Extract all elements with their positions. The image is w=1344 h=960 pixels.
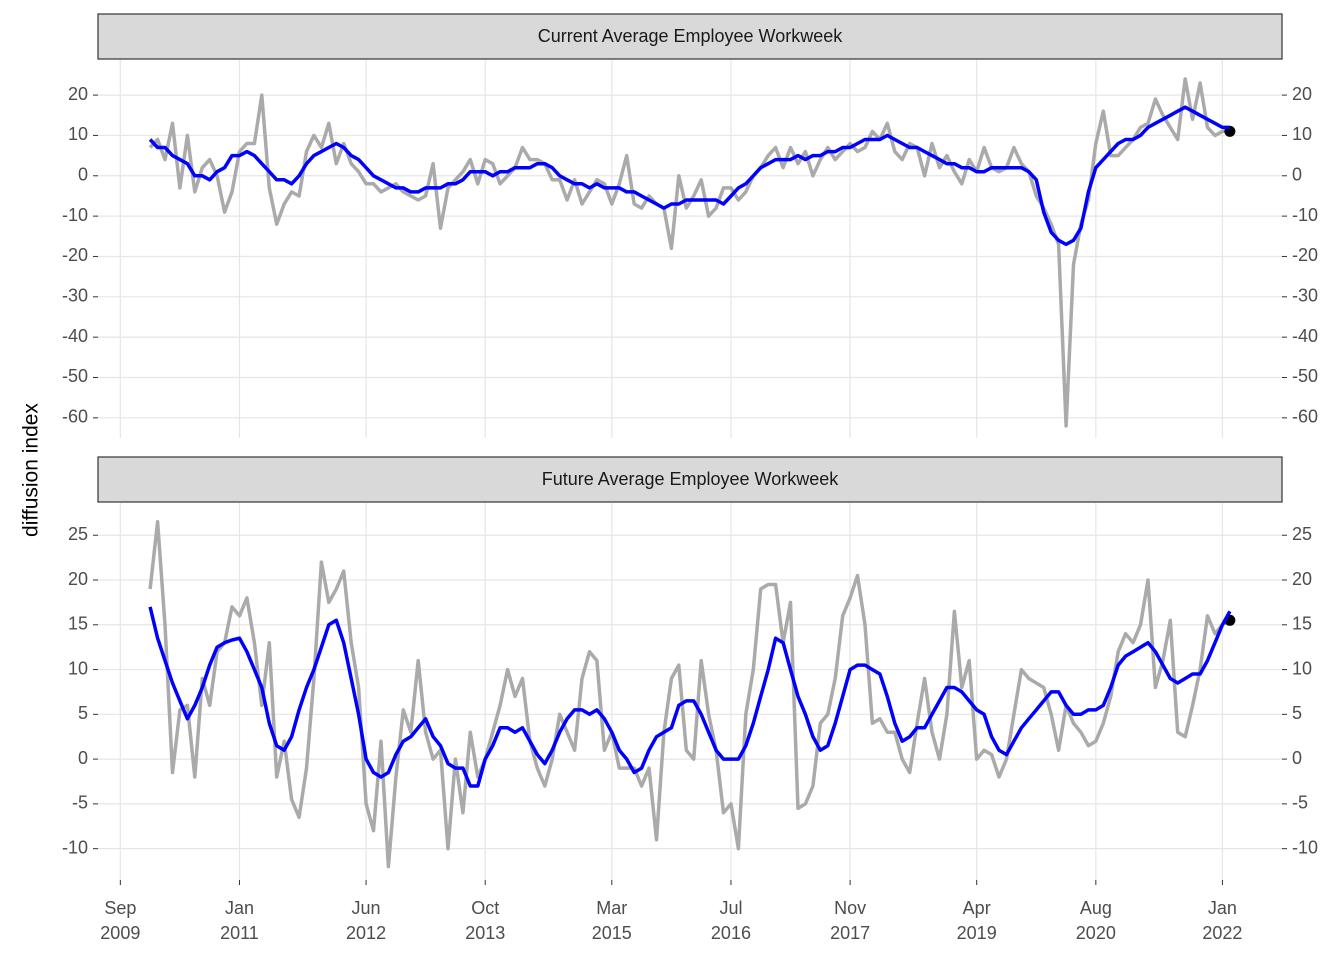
y2-tick-label: 5 <box>1292 703 1302 723</box>
strip-title: Future Average Employee Workweek <box>542 469 839 489</box>
x-tick-label: Apr 2019 <box>956 898 997 943</box>
y2-tick-label: -50 <box>1292 366 1318 386</box>
x-tick-label: Oct 2013 <box>465 898 506 943</box>
y2-tick-label: 0 <box>1292 165 1302 185</box>
y-tick-label: 0 <box>78 748 88 768</box>
y2-tick-label: 20 <box>1292 84 1312 104</box>
y-tick-label: 20 <box>68 84 88 104</box>
y-tick-label: -40 <box>62 326 88 346</box>
y2-tick-label: -20 <box>1292 245 1318 265</box>
strip <box>97 456 1283 503</box>
y-tick-label: 10 <box>68 658 88 678</box>
y2-tick-label: 25 <box>1292 524 1312 544</box>
series-line <box>148 606 1232 788</box>
y-tick-label: 25 <box>68 524 88 544</box>
y2-tick-label: 10 <box>1292 124 1312 144</box>
y-tick-label: 0 <box>78 165 88 185</box>
series-line <box>148 77 1230 428</box>
y-tick-label: -20 <box>62 245 88 265</box>
x-tick-label: Jun 2012 <box>346 898 387 943</box>
series-line <box>148 105 1230 247</box>
x-tick-label: Sep 2009 <box>100 898 141 943</box>
x-tick-label: Aug 2020 <box>1075 898 1116 943</box>
y2-tick-label: -40 <box>1292 326 1318 346</box>
y-tick-label: -10 <box>62 837 88 857</box>
y-tick-label: -5 <box>72 793 88 813</box>
x-tick-label: Jan 2022 <box>1202 898 1243 943</box>
y-tick-label: 5 <box>78 703 88 723</box>
y2-tick-label: -10 <box>1292 837 1318 857</box>
y2-tick-label: 10 <box>1292 658 1312 678</box>
x-tick-label: Mar 2015 <box>591 898 632 943</box>
y-tick-label: -60 <box>62 407 88 427</box>
series-line <box>148 520 1231 869</box>
y2-tick-label: -30 <box>1292 286 1318 306</box>
y-tick-label: -10 <box>62 205 88 225</box>
x-tick-label: Jul 2016 <box>710 898 751 943</box>
y-tick-label: -30 <box>62 286 88 306</box>
y2-tick-label: 0 <box>1292 748 1302 768</box>
strip <box>97 13 1283 60</box>
y2-tick-label: -60 <box>1292 407 1318 427</box>
x-tick-label: Jan 2011 <box>220 898 259 943</box>
y-tick-label: -50 <box>62 366 88 386</box>
y2-tick-label: 20 <box>1292 569 1312 589</box>
y-tick-label: 15 <box>68 614 88 634</box>
y2-tick-label: 15 <box>1292 614 1312 634</box>
y2-tick-label: -10 <box>1292 205 1318 225</box>
y-tick-label: 20 <box>68 569 88 589</box>
y-axis-title: diffusion index <box>20 403 43 537</box>
x-tick-label: Nov 2017 <box>830 898 871 943</box>
strip-title: Current Average Employee Workweek <box>538 26 843 46</box>
y-tick-label: 10 <box>68 124 88 144</box>
y2-tick-label: -5 <box>1292 793 1308 813</box>
